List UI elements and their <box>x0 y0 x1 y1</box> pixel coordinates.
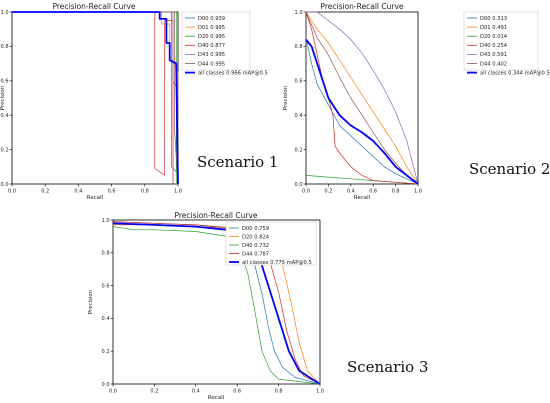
legend-entry: D44 0.787 <box>242 251 269 257</box>
scenario-caption: Scenario 3 <box>347 358 428 376</box>
panel-scenario-3: Precision-Recall Curve 0.00.00.20.20.40.… <box>88 211 428 401</box>
y-tick-label: 0.4 <box>295 113 303 119</box>
scenario-caption: Scenario 2 <box>469 160 550 178</box>
panel-scenario-2: Precision-Recall Curve 0.00.00.20.20.40.… <box>283 2 550 201</box>
x-tick-label: 0.8 <box>392 189 400 195</box>
x-tick-label: 0.6 <box>108 189 116 195</box>
x-tick-label: 0.0 <box>302 189 310 195</box>
x-tick-label: 0.2 <box>150 389 158 395</box>
y-tick-label: 1.0 <box>1 10 9 16</box>
series-line <box>305 38 419 185</box>
x-tick-label: 1.0 <box>414 189 422 195</box>
y-tick-label: 0.4 <box>102 316 110 322</box>
series-line <box>305 11 419 185</box>
x-tick-label: 0.6 <box>233 389 241 395</box>
axis-ticks: 0.00.0 0.2 0.2 0.4 0.4 0.6 0.6 0.8 0.8 1.0 1.0 <box>1 10 182 195</box>
legend-entry: D00 0.313 <box>480 16 507 22</box>
legend-items: D00 0.759 D20 0.824 D40 0.732 D44 0.787 all … <box>229 226 312 266</box>
legend-items: D00 0.313 D01 0.491 D20 0.014 D40 0.254 D43 … <box>467 16 550 76</box>
axis-ticks: 0.00.0 0.2 0.2 0.4 0.4 0.6 0.6 0.8 0.8 1.0 1.0 <box>102 218 324 395</box>
y-tick-label: 1.0 <box>295 10 303 16</box>
y-tick-label: 0.6 <box>102 283 110 289</box>
legend-entry: D20 0.824 <box>242 234 270 240</box>
legend-entry: D20 0.995 <box>198 34 225 40</box>
legend-box <box>463 11 539 71</box>
axis-ticks: 0.00.0 0.2 0.2 0.4 0.4 0.6 0.6 0.8 0.8 1.0 1.0 <box>295 10 422 195</box>
x-tick-label: 0.2 <box>324 189 332 195</box>
y-tick-label: 0.6 <box>1 79 9 85</box>
legend-entry: D40 0.732 <box>242 243 269 249</box>
x-axis-label: Recall <box>208 395 225 401</box>
x-axis-label: Recall <box>354 195 371 201</box>
chart-title: Precision-Recall Curve <box>174 211 257 220</box>
legend-entry: all classes 0.344 mAP@0.5 <box>480 70 550 76</box>
legend-entry: D01 0.491 <box>480 25 507 31</box>
series-group <box>12 11 179 185</box>
series-line <box>12 11 179 185</box>
y-axis-label: Precision <box>88 289 94 314</box>
x-tick-label: 0.8 <box>275 389 283 395</box>
x-tick-label: 1.0 <box>316 389 324 395</box>
y-tick-label: 0.0 <box>1 182 9 188</box>
legend-entry: D44 0.995 <box>198 61 225 67</box>
y-tick-label: 0.2 <box>1 147 9 153</box>
x-tick-label: 0.6 <box>369 189 377 195</box>
legend: D00 0.939 D01 0.995 D20 0.995 D40 0.877 D43 … <box>181 11 268 76</box>
x-tick-label: 0.0 <box>109 389 117 395</box>
legend-entry: D43 0.591 <box>480 52 507 58</box>
legend-entry: D44 0.402 <box>480 61 507 67</box>
y-tick-label: 1.0 <box>102 218 110 224</box>
legend: D00 0.759 D20 0.824 D40 0.732 D44 0.787 all … <box>225 221 317 266</box>
chart-title: Precision-Recall Curve <box>320 2 403 11</box>
legend-entry: D43 0.995 <box>198 52 225 58</box>
y-tick-label: 0.8 <box>102 251 110 257</box>
legend-entry: D01 0.995 <box>198 25 225 31</box>
y-axis-label: Precision <box>0 85 6 110</box>
y-tick-label: 0.4 <box>1 113 9 119</box>
y-tick-label: 0.0 <box>102 382 110 388</box>
legend-entry: D20 0.014 <box>480 34 508 40</box>
panel-scenario-1: Precision-Recall Curve 0.00.00.20.20.40.… <box>0 2 278 201</box>
x-tick-label: 0.2 <box>41 189 49 195</box>
x-axis-label: Recall <box>87 195 104 201</box>
plot-area <box>305 11 419 185</box>
y-tick-label: 0.0 <box>295 182 303 188</box>
legend-entry: D40 0.877 <box>198 43 225 49</box>
y-tick-label: 0.2 <box>102 349 110 355</box>
legend-entry: D40 0.254 <box>480 43 508 49</box>
x-tick-label: 0.4 <box>192 389 200 395</box>
series-line <box>306 11 419 185</box>
series-line <box>305 11 419 185</box>
scenario-caption: Scenario 1 <box>197 153 278 171</box>
series-line <box>305 11 419 185</box>
x-tick-label: 1.0 <box>174 189 182 195</box>
plot-area <box>11 11 179 185</box>
chart-title: Precision-Recall Curve <box>52 2 135 11</box>
legend: D00 0.313 D01 0.491 D20 0.014 D40 0.254 D43 … <box>463 11 550 76</box>
x-tick-label: 0.0 <box>8 189 16 195</box>
y-tick-label: 0.6 <box>295 79 303 85</box>
legend-entry: D00 0.939 <box>198 16 225 22</box>
y-tick-label: 0.8 <box>295 44 303 50</box>
y-axis-label: Precision <box>283 85 289 110</box>
legend-box <box>225 221 317 266</box>
legend-entry: all classes 0.775 mAP@0.5 <box>242 260 312 266</box>
legend-box <box>181 11 251 71</box>
x-tick-label: 0.8 <box>141 189 149 195</box>
x-tick-label: 0.4 <box>347 189 355 195</box>
x-tick-label: 0.4 <box>74 189 82 195</box>
legend-entry: D00 0.759 <box>242 226 269 232</box>
legend-items: D00 0.939 D01 0.995 D20 0.995 D40 0.877 D43 … <box>185 16 268 76</box>
y-tick-label: 0.8 <box>1 44 9 50</box>
legend-entry: all classes 0.966 mAP@0.5 <box>198 70 268 76</box>
series-group <box>305 11 419 185</box>
series-line <box>305 37 419 185</box>
y-tick-label: 0.2 <box>295 147 303 153</box>
